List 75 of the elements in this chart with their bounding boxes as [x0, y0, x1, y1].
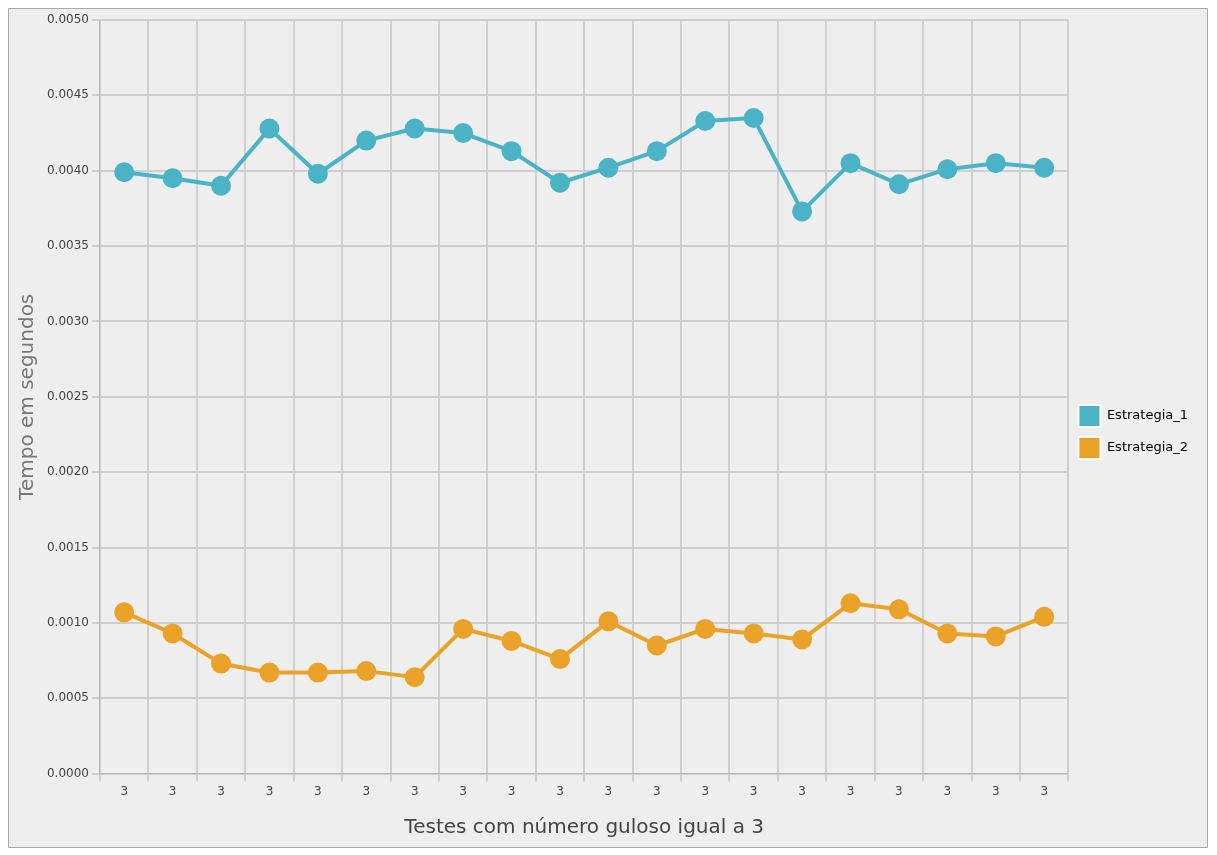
point [356, 661, 377, 682]
x-tick-label: 3 [701, 783, 710, 798]
y-tick-label: 0.0015 [46, 539, 89, 554]
point [937, 623, 958, 644]
y-tick-label: 0.0035 [46, 238, 89, 253]
y-tick-label: 0.0020 [46, 464, 89, 479]
x-tick-label: 3 [749, 783, 758, 798]
x-tick-label: 3 [556, 783, 564, 798]
point [307, 662, 328, 683]
point [114, 162, 135, 183]
x-tick-label: 3 [943, 783, 952, 798]
y-tick-label: 0.0000 [46, 765, 89, 780]
point [695, 110, 716, 131]
point [453, 618, 474, 639]
point [646, 141, 667, 162]
point [792, 629, 813, 650]
point [840, 153, 861, 174]
point [114, 602, 135, 623]
point [840, 593, 861, 614]
point [937, 159, 958, 180]
point [162, 623, 183, 644]
point [501, 630, 522, 651]
x-tick-label: 3 [846, 783, 855, 798]
x-axis-title: Testes com número guloso igual a 3 [403, 814, 765, 839]
point [743, 623, 764, 644]
y-tick-label: 0.0045 [46, 87, 89, 102]
x-tick-label: 3 [362, 783, 371, 798]
x-tick-label: 3 [265, 783, 274, 798]
point [259, 118, 280, 139]
legend-label: Estrategia_2 [1106, 439, 1188, 455]
point [549, 172, 570, 193]
x-tick-label: 3 [168, 783, 177, 798]
point [695, 618, 716, 639]
point [888, 174, 909, 195]
y-tick-label: 0.0025 [46, 388, 89, 403]
point [549, 649, 570, 670]
point [211, 653, 232, 674]
x-tick-label: 3 [507, 783, 516, 798]
y-axis-title: Tempo em segundos [14, 293, 39, 501]
point [404, 667, 425, 688]
y-tick-label: 0.0005 [46, 690, 89, 705]
point [598, 157, 619, 178]
y-tick-label: 0.0040 [46, 162, 89, 177]
x-tick-label: 3 [991, 783, 1000, 798]
x-tick-label: 3 [217, 783, 225, 798]
point [888, 599, 909, 620]
point [453, 123, 474, 144]
point [985, 153, 1006, 174]
point [598, 611, 619, 632]
x-tick-label: 3 [604, 783, 613, 798]
y-tick-label: 0.0050 [46, 12, 89, 27]
x-tick-label: 3 [459, 783, 467, 798]
legend-label: Estrategia_1 [1106, 407, 1188, 423]
point [743, 107, 764, 128]
x-tick-label: 3 [410, 783, 419, 798]
x-tick-label: 3 [314, 783, 322, 798]
y-tick-label: 0.0010 [46, 615, 89, 630]
point [792, 201, 813, 222]
point [501, 141, 522, 162]
x-tick-label: 3 [120, 783, 129, 798]
x-tick-label: 3 [798, 783, 806, 798]
point [356, 130, 377, 151]
point [1034, 606, 1055, 627]
x-tick-label: 3 [1040, 783, 1049, 798]
point [404, 118, 425, 139]
x-tick-label: 3 [653, 783, 661, 798]
point [162, 168, 183, 189]
point [307, 163, 328, 184]
point [259, 662, 280, 683]
x-tick-label: 3 [895, 783, 903, 798]
point [646, 635, 667, 656]
point [1034, 157, 1055, 178]
point [211, 175, 232, 196]
point [985, 626, 1006, 647]
y-tick-label: 0.0030 [46, 313, 89, 328]
